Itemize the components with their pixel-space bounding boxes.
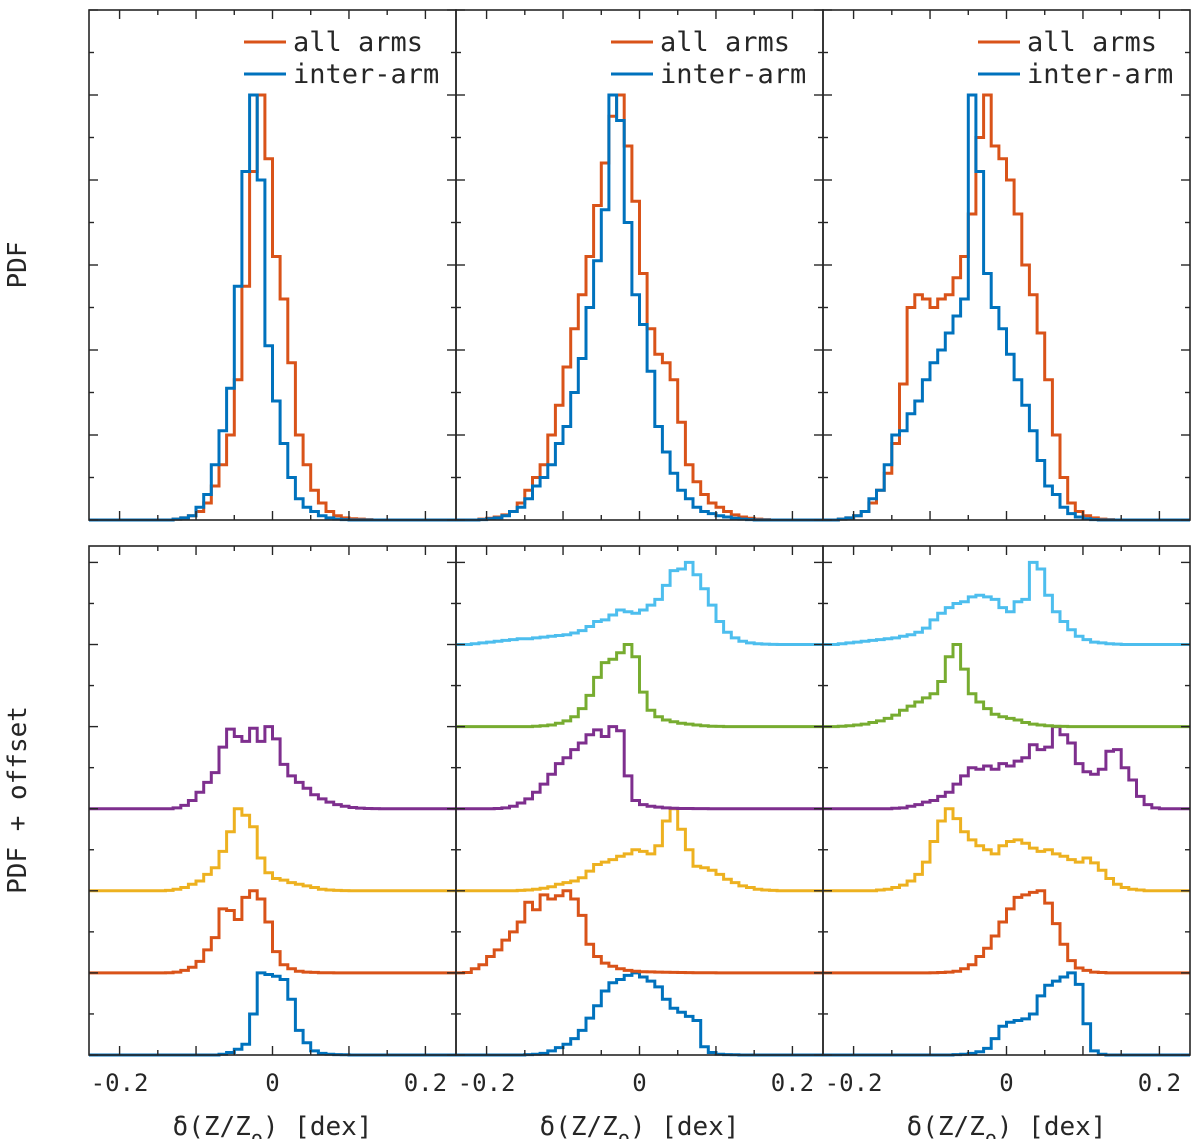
x-axis-label-suffix: ) [dex] <box>997 1112 1107 1139</box>
x-axis-label-suffix: ) [dex] <box>263 1112 373 1139</box>
xtick-label: 0.2 <box>404 1069 447 1097</box>
axes-frame-bottom-left <box>88 545 457 1056</box>
y-axis-label-bottom: PDF + offset <box>3 706 33 894</box>
legend-label: inter-arm <box>660 59 806 90</box>
x-axis-label-subscript: o <box>985 1126 997 1139</box>
legend-label: inter-arm <box>293 59 439 90</box>
series-bottom-right-curve-2 <box>823 889 1190 975</box>
xtick-label: -0.2 <box>825 1069 883 1097</box>
series-bottom-right-curve-5 <box>823 643 1190 729</box>
series-top-middle-inter-arm <box>456 93 823 522</box>
xtick-label: 0.2 <box>1138 1069 1181 1097</box>
x-axis-label-subscript: o <box>618 1126 630 1139</box>
x-axis-label-suffix: ) [dex] <box>630 1112 740 1139</box>
series-bottom-middle-curve-2 <box>456 889 823 975</box>
series-bottom-middle-curve-6 <box>456 560 823 646</box>
series-bottom-right-curve-1 <box>823 971 1190 1057</box>
series-bottom-middle-curve-3 <box>456 807 823 893</box>
series-bottom-left-curve-2 <box>89 889 456 975</box>
x-axis-label-main: δ(Z/Z <box>907 1112 985 1139</box>
legend-label: all arms <box>660 27 790 58</box>
y-axis-label-top: PDF <box>3 242 33 289</box>
series-bottom-left-curve-4 <box>89 725 456 811</box>
series-top-right-all-arms <box>823 93 1190 522</box>
x-axis-label: δ(Z/Zo) [dex] <box>907 1112 1107 1139</box>
x-axis-label-main: δ(Z/Z <box>173 1112 251 1139</box>
x-axis-label-subscript: o <box>251 1126 263 1139</box>
series-bottom-right-curve-3 <box>823 807 1190 893</box>
series-bottom-middle-curve-1 <box>456 971 823 1057</box>
xtick-label: 0 <box>265 1069 279 1097</box>
series-bottom-middle-curve-4 <box>456 725 823 811</box>
legend-label: all arms <box>1027 27 1157 58</box>
x-axis-label-main: δ(Z/Z <box>540 1112 618 1139</box>
x-axis-label: δ(Z/Zo) [dex] <box>540 1112 740 1139</box>
xtick-label: -0.2 <box>458 1069 516 1097</box>
series-bottom-left-curve-1 <box>89 971 456 1057</box>
xtick-label: 0.2 <box>771 1069 814 1097</box>
series-top-middle-all-arms <box>456 93 823 522</box>
x-axis-label: δ(Z/Zo) [dex] <box>173 1112 373 1139</box>
series-top-left-all-arms <box>89 93 456 522</box>
series-bottom-left-curve-3 <box>89 807 456 893</box>
legend-label: all arms <box>293 27 423 58</box>
legend-label: inter-arm <box>1027 59 1173 90</box>
series-bottom-right-curve-4 <box>823 725 1190 811</box>
xtick-label: -0.2 <box>91 1069 149 1097</box>
xtick-label: 0 <box>632 1069 646 1097</box>
series-bottom-right-curve-6 <box>823 560 1190 646</box>
axes-frame-bottom-right <box>822 545 1191 1056</box>
series-bottom-middle-curve-5 <box>456 643 823 729</box>
xtick-label: 0 <box>999 1069 1013 1097</box>
